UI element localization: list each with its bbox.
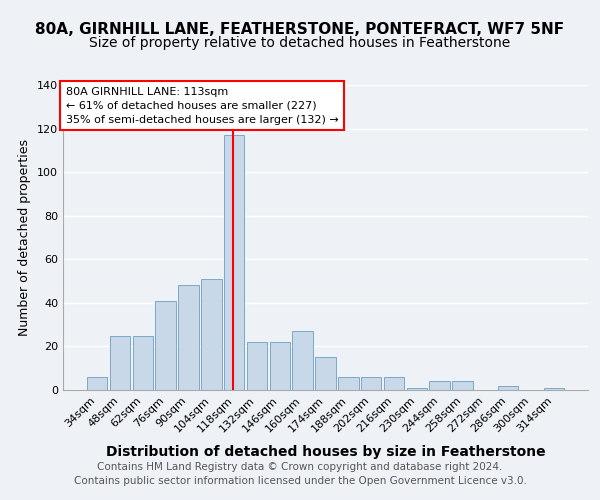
Bar xyxy=(384,377,404,390)
Bar xyxy=(315,358,336,390)
Bar xyxy=(269,342,290,390)
Bar xyxy=(87,377,107,390)
Text: Contains HM Land Registry data © Crown copyright and database right 2024.: Contains HM Land Registry data © Crown c… xyxy=(97,462,503,472)
Bar xyxy=(338,377,359,390)
Text: 80A, GIRNHILL LANE, FEATHERSTONE, PONTEFRACT, WF7 5NF: 80A, GIRNHILL LANE, FEATHERSTONE, PONTEF… xyxy=(35,22,565,38)
Bar xyxy=(430,382,450,390)
Bar xyxy=(544,388,564,390)
Text: 80A GIRNHILL LANE: 113sqm
← 61% of detached houses are smaller (227)
35% of semi: 80A GIRNHILL LANE: 113sqm ← 61% of detac… xyxy=(65,86,338,124)
Bar xyxy=(292,331,313,390)
Bar xyxy=(452,382,473,390)
Bar xyxy=(178,286,199,390)
Bar xyxy=(155,300,176,390)
Text: Contains public sector information licensed under the Open Government Licence v3: Contains public sector information licen… xyxy=(74,476,526,486)
Bar xyxy=(110,336,130,390)
Y-axis label: Number of detached properties: Number of detached properties xyxy=(19,139,31,336)
Text: Size of property relative to detached houses in Featherstone: Size of property relative to detached ho… xyxy=(89,36,511,50)
Bar xyxy=(224,135,244,390)
Bar xyxy=(247,342,267,390)
Bar xyxy=(407,388,427,390)
Bar xyxy=(201,279,221,390)
X-axis label: Distribution of detached houses by size in Featherstone: Distribution of detached houses by size … xyxy=(106,445,545,459)
Bar xyxy=(361,377,382,390)
Bar xyxy=(498,386,518,390)
Bar xyxy=(133,336,153,390)
